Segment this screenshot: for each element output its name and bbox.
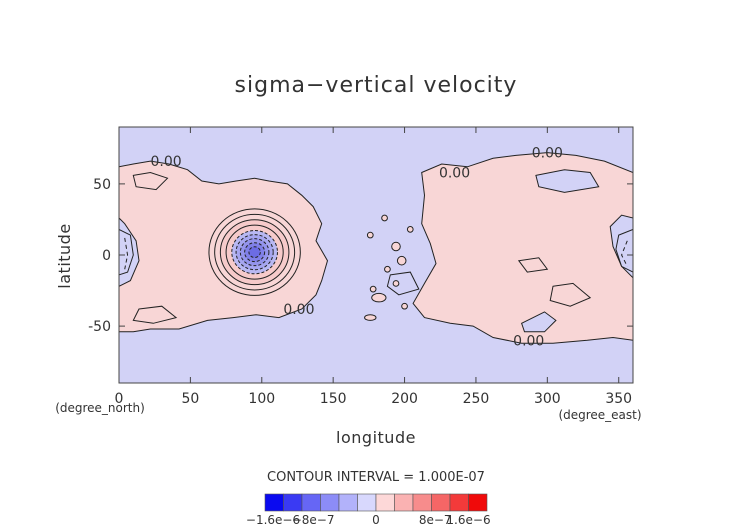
y-units-label: (degree_north) bbox=[55, 401, 145, 415]
positive-region bbox=[412, 152, 633, 344]
negative-pocket bbox=[535, 169, 600, 193]
x-tick-label: 100 bbox=[248, 391, 275, 407]
x-axis-title: longitude bbox=[336, 428, 416, 447]
positive-island bbox=[391, 241, 401, 252]
colorbar-swatch bbox=[283, 493, 303, 512]
y-tick-label: 0 bbox=[102, 248, 111, 264]
colorbar-swatch bbox=[468, 493, 488, 512]
x-axis: 0 50 100 150 200 250 300 350 bbox=[115, 127, 632, 407]
x-tick-label: 350 bbox=[605, 391, 632, 407]
x-tick-label: 200 bbox=[391, 391, 418, 407]
negative-contour bbox=[124, 237, 129, 270]
contour-label: 0.00 bbox=[283, 302, 314, 318]
x-tick-label: 0 bbox=[115, 391, 124, 407]
colorbar-swatch bbox=[412, 493, 432, 512]
vortex-contour bbox=[248, 246, 261, 259]
colorbar-tick-label: 1.6e−6 bbox=[446, 513, 490, 527]
colorbar-swatch bbox=[431, 493, 451, 512]
negative-pocket bbox=[119, 228, 134, 276]
colorbar-swatch bbox=[338, 493, 358, 512]
contour-labels: 0.00 0.00 0.00 0.00 0.00 bbox=[151, 146, 563, 350]
chart-title: sigma−vertical velocity bbox=[235, 73, 518, 98]
colorbar-swatch bbox=[301, 493, 321, 512]
negative-pocket bbox=[615, 228, 633, 273]
positive-island bbox=[366, 231, 374, 239]
y-tick-label: -50 bbox=[88, 319, 111, 335]
y-axis-title: latitude bbox=[55, 223, 74, 288]
positive-island bbox=[401, 302, 408, 310]
positive-island bbox=[396, 255, 407, 266]
colorbar-swatch bbox=[449, 493, 469, 512]
positive-island bbox=[381, 214, 388, 222]
negative-contour bbox=[621, 240, 628, 267]
x-tick-label: 300 bbox=[534, 391, 561, 407]
colorbar-tick-label: 8e−7 bbox=[419, 513, 452, 527]
contour-label: 0.00 bbox=[532, 146, 563, 162]
contour-label: 0.00 bbox=[151, 154, 182, 170]
positive-island bbox=[392, 280, 400, 287]
colorbar-swatch bbox=[264, 493, 284, 512]
colorbar-ticks: −1.6e−6−8e−7 0 8e−71.6e−6 bbox=[246, 513, 491, 527]
positive-contour bbox=[517, 257, 549, 273]
negative-pocket bbox=[520, 311, 557, 333]
y-axis: -50 0 50 bbox=[88, 177, 633, 335]
positive-contour bbox=[549, 282, 592, 307]
colorbar bbox=[264, 493, 488, 512]
colorbar-swatch bbox=[357, 493, 377, 512]
x-units-label: (degree_east) bbox=[558, 408, 641, 422]
positive-island bbox=[406, 226, 414, 233]
positive-island bbox=[371, 292, 387, 303]
positive-island bbox=[369, 285, 377, 293]
plot-area bbox=[118, 126, 634, 384]
x-tick-label: 50 bbox=[181, 391, 199, 407]
field-layer bbox=[119, 152, 633, 344]
colorbar-tick-label: −8e−7 bbox=[292, 513, 335, 527]
negative-pocket bbox=[386, 271, 420, 296]
positive-island bbox=[364, 314, 377, 321]
x-tick-label: 250 bbox=[463, 391, 490, 407]
positive-contour bbox=[132, 171, 169, 191]
y-tick-label: 50 bbox=[93, 177, 111, 193]
colorbar-swatch bbox=[320, 493, 340, 512]
colorbar-swatch bbox=[394, 493, 414, 512]
contour-interval-label: CONTOUR INTERVAL = 1.000E-07 bbox=[267, 470, 485, 485]
x-tick-label: 150 bbox=[320, 391, 347, 407]
colorbar-swatch bbox=[375, 493, 395, 512]
positive-island bbox=[384, 265, 391, 273]
colorbar-tick-label: −1.6e−6 bbox=[246, 513, 300, 527]
colorbar-tick-label: 0 bbox=[372, 513, 380, 527]
positive-contour bbox=[132, 305, 178, 324]
contour-label: 0.00 bbox=[513, 333, 544, 349]
contour-label: 0.00 bbox=[439, 166, 470, 182]
